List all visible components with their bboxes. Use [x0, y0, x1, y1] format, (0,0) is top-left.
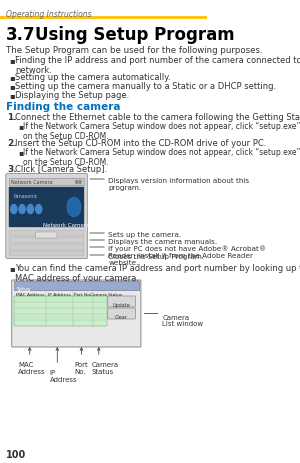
Text: ▪: ▪	[18, 148, 23, 156]
Text: Using Setup Program: Using Setup Program	[34, 26, 234, 44]
Text: ▪: ▪	[18, 122, 23, 131]
FancyBboxPatch shape	[36, 232, 57, 238]
Text: Finding the IP address and port number of the camera connected to your
network.: Finding the IP address and port number o…	[15, 56, 300, 75]
Circle shape	[27, 205, 34, 214]
Text: If the Network Camera Setup window does not appear, click “setup.exe”
on the Set: If the Network Camera Setup window does …	[23, 122, 300, 141]
Text: Operating Instructions: Operating Instructions	[5, 10, 91, 19]
Circle shape	[79, 181, 81, 184]
Text: Update: Update	[113, 302, 130, 307]
Bar	[9, 238, 84, 244]
Text: 3.7: 3.7	[5, 26, 35, 44]
Text: ▪: ▪	[10, 263, 15, 272]
Text: Click [Camera Setup].: Click [Camera Setup].	[15, 165, 107, 174]
Bar	[9, 188, 84, 227]
Text: Finding the camera: Finding the camera	[5, 102, 120, 112]
Bar	[9, 244, 84, 250]
Text: Camera Status: Camera Status	[90, 292, 122, 296]
Text: 2.: 2.	[7, 139, 16, 148]
Text: 100: 100	[5, 449, 26, 459]
Text: Connect the Ethernet cable to the camera following the Getting Started.: Connect the Ethernet cable to the camera…	[15, 113, 300, 122]
Text: Camera
List window: Camera List window	[162, 314, 203, 327]
Text: Clear: Clear	[115, 314, 128, 319]
FancyBboxPatch shape	[108, 296, 135, 307]
Circle shape	[36, 205, 42, 214]
Text: Port No.: Port No.	[74, 292, 92, 296]
Circle shape	[19, 205, 25, 214]
Text: The Setup Program can be used for the following purposes.: The Setup Program can be used for the fo…	[5, 46, 262, 55]
Text: MAC Address: MAC Address	[16, 292, 44, 296]
Text: If your PC does not have Adobe® Acrobat®
Reader, install it from the Adobe Reade: If your PC does not have Adobe® Acrobat®…	[108, 244, 267, 265]
Text: Displays version information about this
program.: Displays version information about this …	[108, 178, 250, 191]
Text: You can find the camera IP address and port number by looking up the
MAC address: You can find the camera IP address and p…	[15, 263, 300, 283]
Text: Setting up the camera manually to a Static or a DHCP setting.: Setting up the camera manually to a Stat…	[15, 82, 276, 91]
Bar	[9, 179, 84, 186]
Text: Panasonic: Panasonic	[14, 194, 38, 199]
Text: Sets up the camera.: Sets up the camera.	[108, 232, 182, 238]
Text: Closes the Setup Program.: Closes the Setup Program.	[108, 253, 204, 259]
Text: IP
Address: IP Address	[50, 369, 77, 382]
Bar	[9, 231, 84, 237]
Text: Network Camera: Network Camera	[11, 180, 53, 185]
Text: ▪: ▪	[10, 56, 15, 65]
Circle shape	[68, 199, 80, 217]
Text: Port
No.: Port No.	[75, 361, 88, 374]
Text: ▪: ▪	[10, 82, 15, 91]
Text: Camera
Status: Camera Status	[91, 361, 118, 374]
Bar	[9, 251, 84, 256]
Text: ▪: ▪	[10, 91, 15, 100]
Text: Setting up the camera automatically.: Setting up the camera automatically.	[15, 73, 171, 82]
Text: Displaying the Setup page.: Displaying the Setup page.	[15, 91, 129, 100]
Text: Network Camera: Network Camera	[43, 223, 89, 227]
Text: IP Address: IP Address	[48, 292, 71, 296]
Text: MAC
Address: MAC Address	[18, 361, 46, 374]
Bar	[14, 296, 107, 326]
Text: Displays the camera manuals.: Displays the camera manuals.	[108, 238, 218, 244]
Circle shape	[76, 181, 78, 184]
Text: 1.: 1.	[7, 113, 16, 122]
FancyBboxPatch shape	[6, 174, 87, 259]
Text: If the Network Camera Setup window does not appear, click “setup.exe”
on the Set: If the Network Camera Setup window does …	[23, 148, 300, 167]
FancyBboxPatch shape	[108, 308, 135, 319]
Bar	[14, 282, 139, 290]
Text: Insert the Setup CD-ROM into the CD-ROM drive of your PC.: Insert the Setup CD-ROM into the CD-ROM …	[15, 139, 267, 148]
Circle shape	[11, 205, 17, 214]
Text: 3.: 3.	[7, 165, 16, 174]
Text: Setup: Setup	[16, 287, 31, 291]
Text: ▪: ▪	[10, 73, 15, 82]
FancyBboxPatch shape	[12, 281, 141, 347]
